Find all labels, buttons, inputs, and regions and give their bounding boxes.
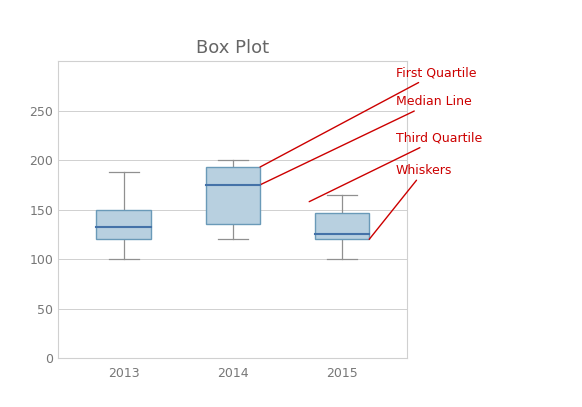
Text: Whiskers: Whiskers (369, 164, 452, 239)
Title: Box Plot: Box Plot (196, 39, 269, 57)
Bar (205, 167, 260, 225)
Text: Third Quartile: Third Quartile (309, 132, 482, 202)
Bar (315, 212, 369, 239)
Text: First Quartile: First Quartile (260, 67, 476, 167)
Bar (97, 210, 151, 239)
Text: Median Line: Median Line (260, 95, 471, 185)
